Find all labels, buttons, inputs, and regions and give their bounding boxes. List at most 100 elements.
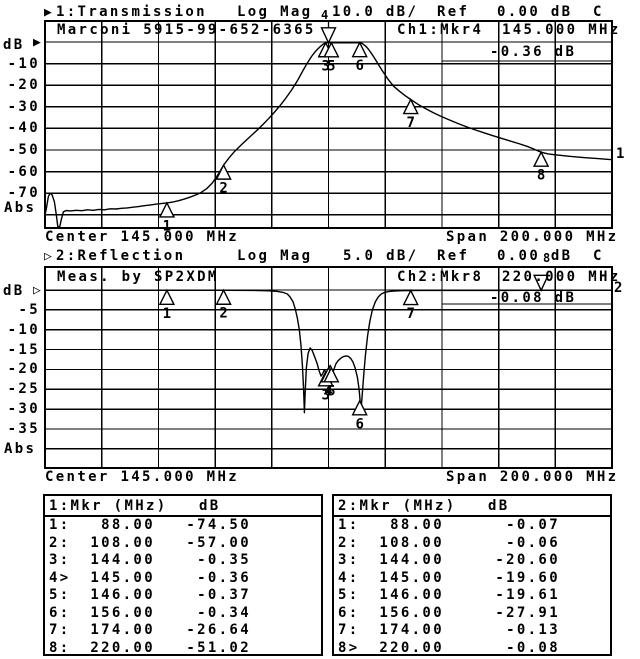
marker-id: 5: bbox=[49, 587, 71, 603]
ch1-y-axis-tick-label: -50 bbox=[7, 142, 40, 158]
ch1-y-axis-tick-label: -70 bbox=[7, 185, 40, 201]
marker-level-db: -26.64 bbox=[186, 622, 251, 638]
ch1-ref-arrow-icon: ▶ bbox=[33, 35, 41, 50]
marker-table-value-header: dB bbox=[199, 498, 221, 514]
channel-2-indicator-icon: ▷ bbox=[44, 249, 52, 264]
marker-id: 1: bbox=[49, 517, 71, 533]
marker-frequency-mhz: 145.00 bbox=[379, 569, 444, 586]
ch2-ref-label: Ref bbox=[437, 248, 470, 264]
marker-table-row: 4: 145.00 -19.60 bbox=[334, 571, 560, 585]
ch1-marker-1-triangle-icon bbox=[158, 201, 176, 218]
ch1-marker-5-label: 5 bbox=[327, 58, 335, 74]
marker-level-db: -19.60 bbox=[495, 569, 560, 586]
ch2-center-freq-label: Center 145.000 MHz bbox=[45, 469, 240, 485]
marker-id: 2: bbox=[49, 534, 71, 551]
marker-table-row: 1: 88.00 -0.07 bbox=[334, 518, 560, 532]
marker-table-ch2: 2:Mkr (MHz) dB 1: 88.00 -0.07 2: 108.00 -0.06… bbox=[332, 494, 612, 656]
marker-table-row: 3: 144.00 -0.35 bbox=[45, 553, 251, 567]
marker-level-db: -74.50 bbox=[186, 517, 251, 533]
ch1-plot-border bbox=[44, 20, 613, 229]
ch2-y-axis-abs-label: Abs bbox=[4, 441, 37, 457]
ch1-device-label: Marconi 5915-99-652-6365 bbox=[57, 22, 316, 38]
ch1-y-axis-tick-label: -10 bbox=[7, 56, 40, 72]
ch1-span-label: Span 200.000 MHz bbox=[446, 229, 619, 245]
marker-table-row: 7: 174.00 -0.13 bbox=[334, 623, 560, 637]
ch1-marker-6-triangle-icon bbox=[351, 41, 368, 58]
marker-table-title: 1:Mkr (MHz) bbox=[49, 498, 168, 514]
marker-id: 1: bbox=[338, 517, 360, 533]
ch2-marker-8-active-triangle-icon bbox=[533, 274, 550, 292]
marker-table-row: 8> 220.00 -0.08 bbox=[334, 641, 560, 655]
ch1-scale-label: 10.0 dB/ bbox=[332, 4, 419, 20]
ch1-y-axis-tick-label: -60 bbox=[7, 164, 40, 180]
marker-table-ch1: 1:Mkr (MHz) dB 1: 88.00 -74.50 2: 108.00 -57.… bbox=[43, 494, 323, 656]
ch1-active-marker-top-label: 4 bbox=[321, 8, 329, 22]
marker-table-row: 2: 108.00 -0.06 bbox=[334, 536, 560, 550]
marker-table-value-header: dB bbox=[488, 498, 510, 514]
channel-1-indicator-icon: ▶ bbox=[44, 5, 52, 20]
ch2-marker-7-triangle-icon bbox=[402, 288, 419, 306]
marker-level-db: -0.35 bbox=[197, 552, 251, 568]
marker-table-row: 5: 146.00 -19.61 bbox=[334, 588, 560, 602]
ch1-marker-name: Ch1:Mkr4 bbox=[397, 22, 484, 38]
ch2-channel-label: 2:Reflection bbox=[56, 248, 186, 264]
ch2-marker-3-label: 3 bbox=[321, 387, 329, 403]
ch2-marker-5-label: 5 bbox=[327, 383, 335, 399]
ch2-marker-value: -0.08 dB bbox=[490, 290, 577, 306]
ch2-y-axis-tick-label: -25 bbox=[7, 381, 40, 397]
marker-id: 8: bbox=[49, 639, 71, 656]
ch2-active-marker-top-label: 8 bbox=[543, 251, 551, 265]
ch1-marker-2-label: 2 bbox=[219, 181, 227, 197]
marker-id: 7: bbox=[49, 622, 71, 638]
marker-frequency-mhz: 174.00 bbox=[90, 622, 155, 638]
ch2-y-axis-tick-label: -20 bbox=[7, 361, 40, 377]
marker-table-row: 3: 144.00 -20.60 bbox=[334, 553, 560, 567]
ch1-ref-label: Ref bbox=[437, 4, 470, 20]
ch1-marker-3-label: 3 bbox=[321, 58, 329, 74]
marker-id: 2: bbox=[338, 534, 360, 551]
ch1-y-axis-tick-label: -20 bbox=[7, 77, 40, 93]
marker-frequency-mhz: 156.00 bbox=[90, 604, 155, 621]
marker-level-db: -0.34 bbox=[197, 604, 251, 621]
marker-id: 4: bbox=[338, 569, 360, 586]
marker-frequency-mhz: 156.00 bbox=[379, 604, 444, 621]
ch2-plot-border bbox=[44, 266, 613, 469]
marker-level-db: -19.61 bbox=[495, 587, 560, 603]
ch2-y-axis-tick-label: -10 bbox=[7, 322, 40, 338]
marker-table-row: 5: 146.00 -0.37 bbox=[45, 588, 251, 602]
ch2-marker-6-triangle-icon bbox=[351, 399, 368, 416]
ch2-y-axis-tick-label: -5 bbox=[18, 302, 40, 318]
ch1-marker-value: -0.36 dB bbox=[490, 44, 577, 60]
ch2-marker-2-triangle-icon bbox=[215, 288, 232, 305]
ch2-y-axis-tick-label: -30 bbox=[7, 401, 40, 417]
marker-table-row: 7: 174.00 -26.64 bbox=[45, 623, 251, 637]
ch1-marker-8-triangle-icon bbox=[532, 150, 550, 167]
ch2-y-axis-tick-label: -35 bbox=[7, 421, 40, 437]
ch2-trace bbox=[45, 289, 612, 414]
ch1-marker-6-label: 6 bbox=[355, 58, 363, 74]
marker-frequency-mhz: 88.00 bbox=[101, 517, 155, 533]
marker-frequency-mhz: 220.00 bbox=[90, 639, 155, 656]
marker-level-db: -57.00 bbox=[186, 534, 251, 551]
ch1-marker-7-label: 7 bbox=[406, 115, 414, 131]
marker-table-row: 1: 88.00 -74.50 bbox=[45, 518, 251, 532]
ch1-format-label: Log Mag bbox=[237, 4, 313, 20]
marker-table-title: 2:Mkr (MHz) bbox=[338, 498, 457, 514]
marker-level-db: -0.13 bbox=[506, 622, 560, 638]
marker-id: 6: bbox=[49, 604, 71, 621]
ch1-marker-4-active-triangle-icon bbox=[320, 27, 337, 45]
marker-id: 5: bbox=[338, 587, 360, 603]
ch2-cal-flag: C bbox=[593, 248, 604, 264]
marker-frequency-mhz: 145.00 bbox=[90, 569, 155, 586]
ch2-marker-freq: 220.000 MHz bbox=[502, 269, 621, 285]
marker-frequency-mhz: 146.00 bbox=[379, 587, 444, 603]
ch2-grid bbox=[44, 267, 613, 468]
marker-id: 3: bbox=[338, 552, 360, 568]
ch2-marker-2-label: 2 bbox=[219, 306, 227, 322]
marker-id: 8> bbox=[338, 639, 360, 656]
marker-table-row: 2: 108.00 -57.00 bbox=[45, 536, 251, 550]
marker-level-db: -51.02 bbox=[186, 639, 251, 656]
marker-table-row: 6: 156.00 -0.34 bbox=[45, 606, 251, 620]
ch1-y-axis-tick-label: -40 bbox=[7, 120, 40, 136]
